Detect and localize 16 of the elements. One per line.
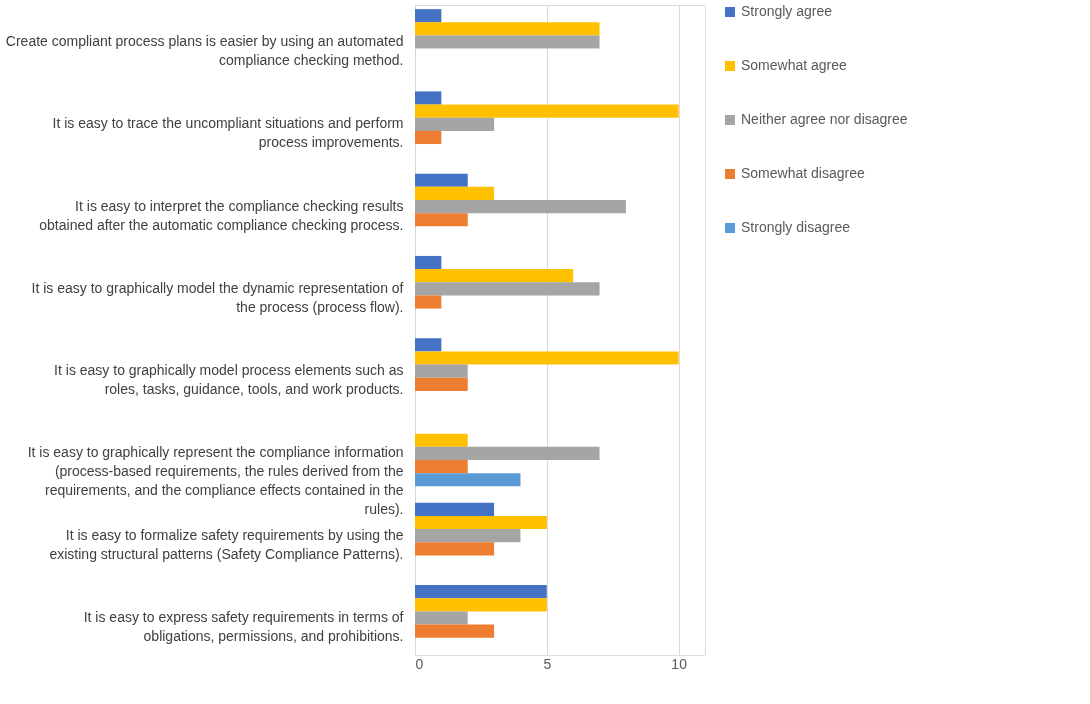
x-tick-label: 5 — [543, 655, 552, 672]
x-tick-label: 10 — [671, 655, 688, 672]
y-tick-label: It is easy to graphically model process elements such as roles, tasks, guidance, tools, and work products. — [54, 362, 404, 398]
y-tick-label: Create compliant process plans is easier by using an automated compliance checking method. — [5, 33, 404, 69]
legend-label: Somewhat disagree — [741, 165, 865, 181]
x-tick-label: 0 — [415, 655, 424, 672]
y-tick-label: It is easy to interpret the compliance checking results obtained after the automatic compliance checking process. — [39, 197, 404, 233]
y-tick-label: It is easy to trace the uncompliant situations and perform process improvements. — [52, 115, 404, 151]
legend-label: Strongly agree — [741, 3, 833, 19]
legend-label: Strongly disagree — [741, 219, 851, 235]
legend-label: Neither agree nor disagree — [741, 111, 908, 127]
y-tick-label: It is easy to formalize safety requirements by using the existing structural patterns (Safety Compliance Patterns). — [49, 526, 404, 562]
y-tick-label: It is easy to graphically model the dynamic representation of the process (process flow). — [31, 279, 404, 315]
y-tick-label: It is easy to graphically represent the compliance information (process-based requirements, the rules derived from the requirements, and the compliance effects contained in the rules). — [27, 444, 404, 518]
legend-label: Somewhat agree — [741, 57, 848, 73]
y-tick-label: It is easy to express safety requirements in terms of obligations, permissions, and prohibitions. — [83, 608, 404, 644]
